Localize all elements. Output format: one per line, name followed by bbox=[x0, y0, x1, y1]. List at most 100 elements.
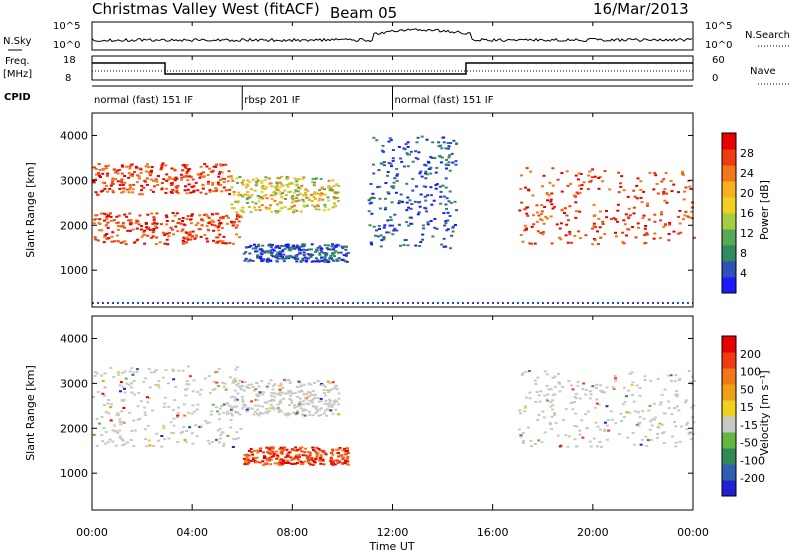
heatmap-cell bbox=[103, 372, 107, 375]
heatmap-cell bbox=[186, 365, 190, 368]
heatmap-cell bbox=[129, 439, 133, 441]
heatmap-cell bbox=[330, 245, 334, 248]
heatmap-cell bbox=[184, 166, 188, 169]
heatmap-cell bbox=[330, 462, 334, 465]
heatmap-cell bbox=[413, 200, 417, 203]
heatmap-cell bbox=[294, 456, 298, 459]
heatmap-cell bbox=[190, 412, 194, 415]
heatmap-cell bbox=[198, 214, 202, 217]
heatmap-cell bbox=[94, 214, 97, 217]
heatmap-cell bbox=[264, 176, 268, 179]
heatmap-cell bbox=[216, 183, 220, 186]
heatmap-cell bbox=[402, 244, 406, 246]
heatmap-cell bbox=[335, 183, 339, 186]
heatmap-cell bbox=[247, 450, 251, 452]
heatmap-cell bbox=[323, 193, 327, 196]
heatmap-cell bbox=[254, 388, 258, 391]
heatmap-cell bbox=[567, 435, 571, 438]
heatmap-cell bbox=[221, 215, 225, 218]
heatmap-cell bbox=[685, 428, 689, 431]
heatmap-cell bbox=[180, 178, 184, 181]
heatmap-cell bbox=[333, 399, 337, 402]
heatmap-cell bbox=[130, 429, 134, 432]
heatmap-cell bbox=[314, 178, 318, 181]
heatmap-cell bbox=[313, 181, 316, 184]
heatmap-cell bbox=[171, 212, 175, 214]
heatmap-cell bbox=[322, 392, 326, 394]
heatmap-cell bbox=[98, 422, 101, 425]
heatmap-cell bbox=[274, 246, 278, 249]
heatmap-cell bbox=[310, 199, 314, 202]
heatmap-cell bbox=[104, 213, 108, 216]
heatmap-cell bbox=[372, 172, 376, 175]
heatmap-cell bbox=[419, 241, 423, 243]
heatmap-cell bbox=[295, 405, 299, 408]
heatmap-cell bbox=[252, 449, 256, 452]
heatmap-cell bbox=[423, 195, 427, 198]
heatmap-cell bbox=[311, 405, 315, 407]
heatmap-cell bbox=[307, 462, 311, 465]
heatmap-cell bbox=[123, 370, 127, 373]
heatmap-cell bbox=[324, 399, 328, 402]
heatmap-cell bbox=[166, 243, 170, 246]
heatmap-cell bbox=[578, 191, 582, 194]
heatmap-cell bbox=[235, 233, 239, 236]
heatmap-cell bbox=[634, 236, 638, 239]
heatmap-cell bbox=[211, 403, 215, 406]
heatmap-cell bbox=[175, 191, 179, 194]
heatmap-cell bbox=[336, 251, 340, 254]
nsearch-tick-top: 10^5 bbox=[705, 21, 732, 32]
heatmap-cell bbox=[523, 224, 527, 227]
heatmap-cell bbox=[440, 243, 444, 246]
heatmap-cell bbox=[234, 200, 238, 203]
heatmap-cell bbox=[149, 189, 153, 191]
heatmap-cell bbox=[566, 241, 570, 244]
heatmap-cell bbox=[307, 199, 311, 201]
heatmap-cell bbox=[181, 228, 185, 231]
heatmap-cell bbox=[546, 399, 550, 402]
heatmap-cell bbox=[269, 379, 273, 382]
heatmap-cell bbox=[291, 247, 295, 250]
heatmap-cell bbox=[285, 255, 288, 258]
heatmap-cell bbox=[101, 172, 105, 175]
heatmap-cell bbox=[574, 174, 578, 177]
heatmap-cell bbox=[311, 464, 315, 466]
heatmap-cell bbox=[453, 200, 457, 203]
heatmap-cell bbox=[645, 233, 649, 236]
heatmap-cell bbox=[367, 210, 371, 213]
heatmap-cell bbox=[648, 428, 652, 431]
heatmap-cell bbox=[429, 156, 433, 159]
heatmap-cell bbox=[589, 390, 592, 393]
heatmap-cell bbox=[319, 454, 323, 457]
heatmap-cell bbox=[260, 380, 264, 383]
heatmap-cell bbox=[158, 241, 162, 244]
heatmap-cell bbox=[287, 451, 291, 454]
heatmap-cell bbox=[267, 177, 271, 180]
heatmap-cell bbox=[142, 186, 146, 189]
heatmap-cell bbox=[186, 169, 190, 172]
heatmap-cell bbox=[270, 198, 274, 201]
heatmap-cell bbox=[161, 376, 165, 379]
heatmap-cell bbox=[335, 196, 339, 199]
heatmap-cell bbox=[103, 235, 107, 238]
heatmap-cell bbox=[619, 412, 623, 415]
heatmap-cell bbox=[433, 226, 437, 229]
heatmap-cell bbox=[284, 456, 288, 459]
heatmap-cell bbox=[300, 184, 304, 187]
x-tick-label: 04:00 bbox=[176, 526, 208, 539]
feature-3 bbox=[517, 370, 696, 448]
heatmap-cell bbox=[96, 193, 100, 196]
heatmap-cell bbox=[653, 232, 657, 235]
heatmap-cell bbox=[331, 453, 335, 456]
heatmap-cell bbox=[557, 381, 561, 384]
heatmap-cell bbox=[682, 218, 685, 221]
heatmap-cell bbox=[558, 445, 562, 448]
heatmap-cell bbox=[540, 213, 543, 215]
heatmap-cell bbox=[599, 389, 603, 392]
heatmap-cell bbox=[222, 403, 226, 406]
cpid-row: CPID normal (fast) 151 IF rbsp 201 IF norm… bbox=[4, 85, 693, 110]
heatmap-cell bbox=[152, 219, 156, 222]
heatmap-cell bbox=[582, 382, 586, 385]
heatmap-cell bbox=[205, 422, 209, 425]
